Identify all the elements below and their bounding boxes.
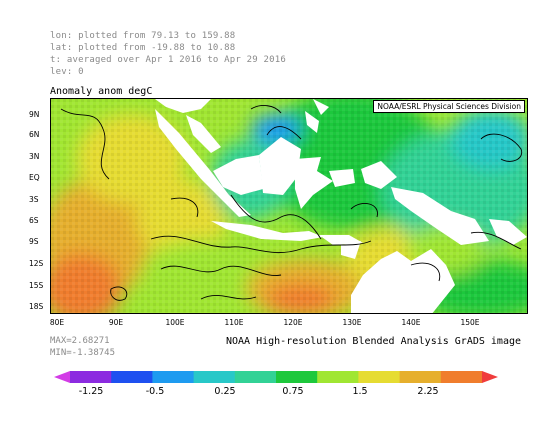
map-title: Anomaly anom degC [50, 86, 153, 97]
colorbar-label: 2.25 [417, 386, 439, 397]
colorbar-cell [358, 371, 401, 383]
colorbar-cell [111, 371, 153, 383]
map-canvas [51, 99, 527, 313]
lat-label: EQ [29, 173, 40, 182]
lat-label: 6N [29, 130, 40, 139]
lon-label: 90E [108, 318, 124, 327]
colorbar-label: -1.25 [78, 386, 104, 397]
lat-range-text: lat: plotted from -19.88 to 10.88 [50, 43, 236, 53]
colorbar-cell [54, 371, 70, 383]
colorbar-cell [193, 371, 236, 383]
colorbar-cell [152, 371, 195, 383]
max-value: MAX=2.68271 [50, 336, 110, 346]
colorbar [54, 371, 498, 383]
lon-label: 120E [283, 318, 303, 327]
lat-label: 6S [29, 216, 39, 225]
lon-label: 110E [224, 318, 244, 327]
lat-label: 3S [29, 195, 39, 204]
credit-label: NOAA/ESRL Physical Sciences Division [373, 100, 525, 113]
colorbar-cell [276, 371, 318, 383]
lat-label: 9S [29, 237, 39, 246]
level-text: lev: 0 [50, 67, 84, 77]
lon-label: 130E [342, 318, 362, 327]
land-masses [155, 99, 527, 313]
lat-label: 9N [29, 110, 40, 119]
lon-label: 80E [49, 318, 65, 327]
lat-label: 18S [29, 302, 44, 311]
lat-label: 12S [29, 259, 44, 268]
lat-label: 3N [29, 152, 40, 161]
contour-lines [60, 105, 523, 301]
time-range-text: t: averaged over Apr 1 2016 to Apr 29 20… [50, 55, 286, 65]
colorbar-cell [70, 371, 112, 383]
colorbar-cell [399, 371, 442, 383]
lon-label: 140E [401, 318, 421, 327]
colorbar-label: -0.5 [145, 386, 165, 397]
colorbar-cell [234, 371, 277, 383]
source-caption: NOAA High-resolution Blended Analysis Gr… [226, 336, 522, 347]
lon-label: 150E [460, 318, 480, 327]
lon-range-text: lon: plotted from 79.13 to 159.88 [50, 31, 236, 41]
lon-label: 100E [165, 318, 185, 327]
colorbar-label: 0.75 [282, 386, 304, 397]
colorbar-cell [440, 371, 483, 383]
colorbar-label: 1.5 [352, 386, 368, 397]
colorbar-cell [482, 371, 498, 383]
sst-anomaly-map: NOAA/ESRL Physical Sciences Division [50, 98, 528, 314]
anomaly-field [51, 99, 527, 313]
colorbar-label: 0.25 [214, 386, 236, 397]
min-value: MIN=-1.38745 [50, 348, 116, 358]
colorbar-cell [317, 371, 359, 383]
lat-label: 15S [29, 281, 44, 290]
